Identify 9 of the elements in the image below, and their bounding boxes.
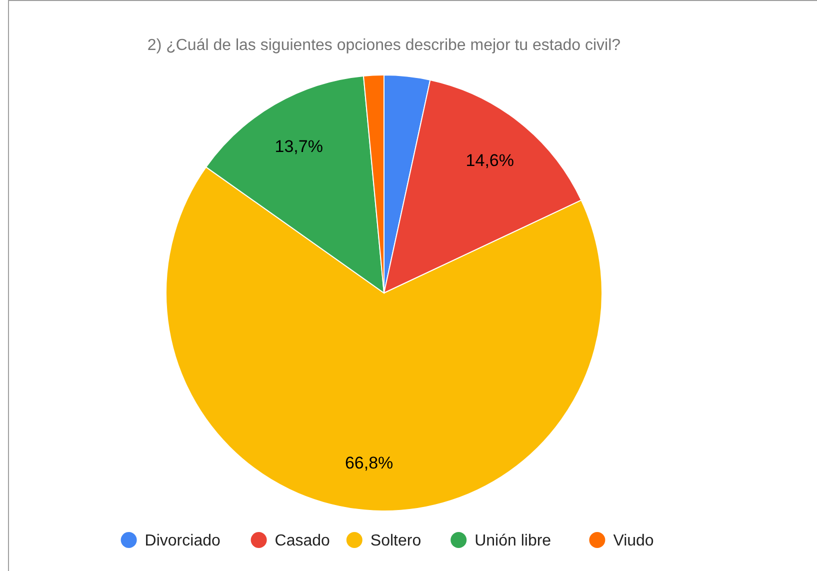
data-label: 66,8%: [344, 453, 394, 472]
legend-label: Viudo: [613, 532, 654, 550]
data-label: 13,7%: [274, 136, 323, 156]
legend-label: Divorciado: [144, 532, 220, 550]
chart-title: 2) ¿Cuál de las siguientes opciones describe mejor tu estado civil?: [147, 37, 621, 54]
legend-label: Casado: [274, 532, 330, 550]
legend-label: Unión libre: [474, 532, 552, 550]
legend-label: Soltero: [370, 532, 422, 550]
data-label: 14,6%: [466, 150, 514, 170]
